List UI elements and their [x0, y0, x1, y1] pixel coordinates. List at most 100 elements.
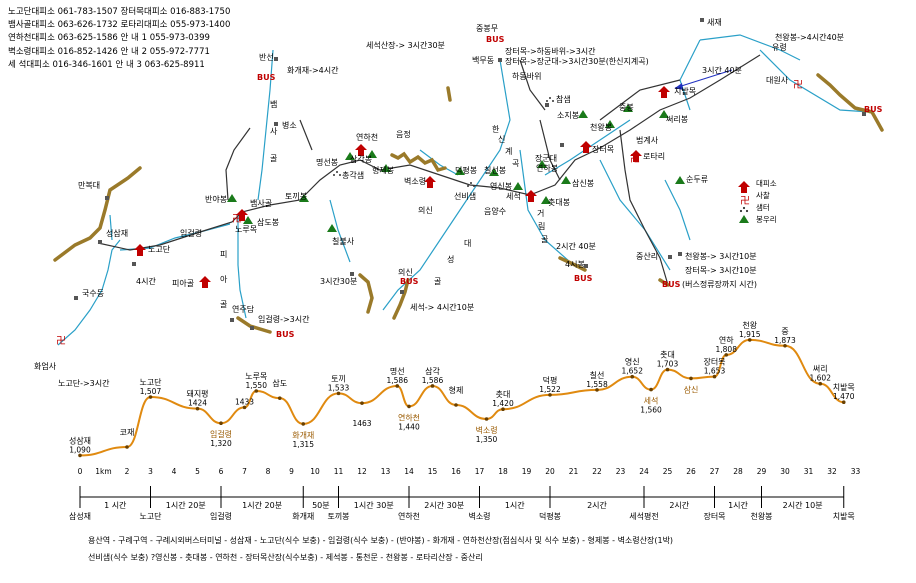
peak-icon-hyeongje [381, 164, 391, 172]
label-jungbong: 중봉 [619, 103, 634, 112]
profile-elevation-label: 1424 [188, 399, 207, 408]
profile-place-label: 형제 [449, 386, 464, 395]
label-georim-1: 거 [537, 209, 544, 218]
peak-icon-samdobong [243, 216, 253, 224]
label-baemsagol-1: 뱀 [270, 99, 277, 109]
km-tick-label: 2 [125, 467, 130, 476]
temple-icon-beopgye: 卍 [630, 153, 640, 165]
time-timeline: 삼성재 노고단 임걸령 화개재 토끼봉 연하천 벽소령 덕평봉 세석평전 장터목 천왕봉 치밭목 1 시… [69, 486, 855, 521]
label-yeongsin: 영신봉 [490, 181, 512, 191]
label-hansin-2: 신 [498, 135, 505, 144]
peak-icon-myeongseon [345, 152, 355, 160]
profile-elevation-label: 1,586 [422, 376, 444, 385]
label-chonggaksaem: 총각샘 [342, 170, 364, 180]
profile-point [689, 376, 693, 381]
label-beopgyesa: 법계사 [636, 135, 659, 145]
km-tick-label: 33 [851, 467, 861, 476]
profile-elevation-label: 1,315 [293, 440, 315, 449]
label-to-cheonwang-4h40: 천왕봉->4시간40분 [775, 32, 844, 42]
shelter-icon-chibatmok [658, 86, 670, 98]
profile-place-label: 촛대 [496, 390, 511, 399]
profile-place-label: 덕평 [543, 375, 558, 385]
label-georim-3: 골 [541, 235, 548, 244]
km-tick-label: 31 [804, 467, 814, 476]
km-tick-label: 0 [78, 467, 83, 476]
profile-point [277, 396, 282, 400]
label-hansin-1: 한 [492, 125, 500, 134]
label-daeseong-1: 대 [464, 239, 471, 248]
profile-elevation-label: 1,090 [69, 445, 91, 454]
profile-place-label: 성삼재 [69, 435, 91, 445]
label-2h40: 2시간 40분 [556, 241, 596, 251]
timeline-segment-label: 50분 [312, 501, 330, 510]
timeline-stop-label: 장터목 [703, 511, 725, 521]
profile-place-label: 써리 [813, 365, 828, 374]
km-tick-label: 16 [451, 467, 461, 476]
direction-arrow [674, 69, 733, 89]
profile-point [665, 367, 670, 372]
route-notes: 용산역 - 구례구역 - 구례시외버스터미널 - 성삼재 - 노고단(식수 보충… [88, 532, 673, 566]
label-eumyangsu: 음양수 [484, 207, 506, 216]
label-daeseong-2: 성 [447, 255, 454, 264]
label-samsinbong: 삼신봉 [572, 178, 594, 188]
label-from-nogodan: 노고단->3시간 [58, 378, 110, 388]
label-baemsagol-3: 골 [270, 154, 277, 163]
peak-icon-chilbulsa [327, 224, 337, 232]
peak-icon-samgak [367, 150, 377, 158]
profile-point [336, 391, 341, 396]
shelter-icon-seseok [525, 190, 537, 202]
shelter-icon-baemsagol [236, 209, 248, 221]
legend-label: 대피소 [756, 179, 777, 188]
profile-place-label: 촛대 [660, 351, 675, 360]
profile-elevation-label: 1,653 [704, 367, 726, 376]
profile-place-label: 삼각 [425, 366, 440, 376]
profile-place-label: 연하천 [398, 412, 420, 422]
km-tick-label: 24 [639, 467, 649, 476]
label-nogodan: 노고단 [148, 244, 171, 254]
profile-place-label: 화개재 [292, 430, 314, 440]
legend-item: 대피소 [738, 178, 777, 190]
profile-point [484, 417, 489, 421]
label-georim-2: 림 [538, 221, 545, 231]
profile-point [148, 395, 153, 399]
profile-point [783, 343, 787, 348]
profile-point [219, 421, 223, 426]
bus-label-sibong: BUS [574, 274, 593, 283]
label-hyeongjebong: 형제봉 [372, 166, 394, 175]
km-tick-label: 21 [569, 467, 579, 476]
profile-point [430, 384, 435, 388]
label-baemsagol: 뱀사골 [250, 198, 272, 208]
label-chamsaem: 참샘 [556, 94, 571, 104]
profile-place-label: 세석 [644, 396, 659, 406]
timeline-stop-label: 세석평전 [629, 511, 658, 521]
peak-icon-yeongsin [513, 182, 523, 190]
timeline-segment-label: 2시간 [669, 500, 689, 510]
timeline-stop-label: 노고단 [139, 511, 162, 521]
label-chotdaebong: 촛대봉 [548, 198, 570, 207]
profile-place-label: 장터목 [703, 357, 725, 367]
label-to-bus-stop: (버스정류장까지 시간) [682, 279, 757, 289]
shelter-icon-jangteomok [580, 141, 592, 153]
bus-label: BUS [257, 73, 276, 82]
profile-elevation-label: 1,602 [810, 374, 832, 383]
map-label-layer: BUS 반선 화개재->4시간 뱀 사 골 병소 만복대 성삼재 노고단 4시간… [34, 18, 883, 388]
timeline-segment-label: 1시간 [728, 500, 748, 510]
arrow-head-icon [675, 83, 683, 90]
profile-place-label: 토끼 [331, 374, 346, 383]
km-tick-label: 22 [592, 467, 602, 476]
label-piagol: 피아골 [172, 278, 194, 288]
km-tick-label: 20 [545, 467, 555, 476]
legend-label: 사찰 [756, 191, 770, 200]
label-nodumok: 노루목 [235, 225, 257, 234]
profile-elevation-label: 1,558 [586, 380, 608, 389]
map-legend: 대피소 사찰 샘터 봉우리 [738, 178, 777, 226]
bus-label-uisin: BUS [400, 277, 419, 286]
peak-icon-deokpyeong [455, 167, 465, 175]
km-tick-label: 3 [148, 467, 153, 476]
label-sojibong: 소지봉 [557, 111, 579, 120]
profile-point [630, 374, 635, 379]
km-tick-label: 12 [357, 467, 367, 476]
legend-temple-icon: 卍 [740, 195, 750, 207]
label-daewonsa: 대원사 [766, 76, 789, 85]
